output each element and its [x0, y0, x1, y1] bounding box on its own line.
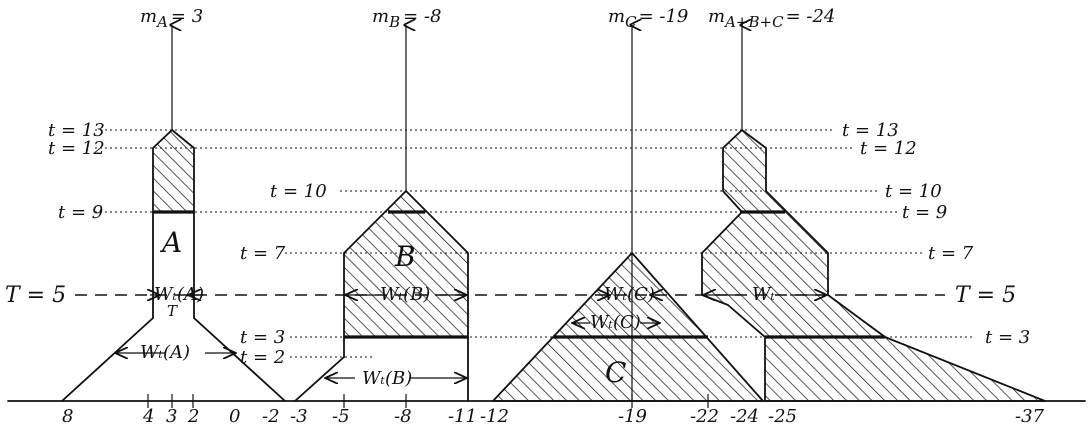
T5-left-label: T = 5: [5, 283, 66, 308]
tick-neg19: -19: [618, 406, 647, 427]
t2-left: t = 2: [240, 347, 285, 368]
tick-neg8: -8: [394, 406, 412, 427]
tree-C: [492, 25, 764, 402]
tick-4: 4: [142, 406, 154, 427]
tick-neg22: -22: [690, 406, 719, 427]
wt-B-label: Wₜ(B): [362, 368, 412, 389]
t7-left: t = 7: [240, 243, 286, 264]
wt-C-label: Wₜ(C): [590, 312, 641, 333]
tick-neg25: -25: [768, 406, 797, 427]
wT-B-label: Wₜ(B): [380, 284, 430, 305]
t9-right: t = 9: [902, 202, 947, 223]
tree-B: [294, 25, 469, 402]
tick-8: 8: [62, 406, 73, 427]
tick-0: 0: [229, 406, 240, 427]
axis-tick-marks: [147, 394, 709, 408]
wT-ABC-label: Wₜ: [752, 284, 776, 305]
tick-3: 3: [166, 406, 177, 427]
tick-neg3: -3: [290, 406, 308, 427]
t3-left: t = 3: [240, 327, 285, 348]
tree-A-hatched-top: [152, 129, 195, 213]
t7-right: t = 7: [928, 243, 974, 264]
mC-label: mC = -19: [608, 6, 688, 31]
mABC-label: mA+B+C = -24: [708, 6, 835, 31]
tree-B-letter: B: [394, 240, 416, 273]
tick-neg5: -5: [332, 406, 350, 427]
tree-ABC-hatched: [701, 129, 1046, 402]
t10-left: t = 10: [270, 181, 327, 202]
tree-C-letter: C: [605, 356, 626, 389]
tree-A-letter: A: [159, 226, 182, 259]
mB-label: mB = -8: [372, 6, 441, 31]
t3-right: t = 3: [985, 327, 1030, 348]
width-arrows: [115, 295, 827, 378]
t10-right: t = 10: [885, 181, 942, 202]
wT-C-label: Wₜ(C): [604, 284, 655, 305]
tick-2: 2: [187, 406, 199, 427]
T5-right-label: T = 5: [955, 283, 1016, 308]
t13-left: t = 13: [48, 120, 105, 141]
wT-A-label: Wₜ(A): [154, 284, 204, 305]
mA-label: mA = 3: [140, 6, 203, 31]
t13-right: t = 13: [842, 120, 899, 141]
tick-neg24: -24: [730, 406, 759, 427]
tree-ABC: [701, 25, 1046, 402]
t12-right: t = 12: [860, 138, 917, 159]
wT-A-sub: T: [167, 302, 178, 320]
wt-A-label: Wₜ(A): [140, 342, 190, 363]
tick-neg12: -12: [480, 406, 509, 427]
t9-left: t = 9: [58, 202, 103, 223]
tick-neg37: -37: [1015, 406, 1045, 427]
tick-neg11: -11: [448, 406, 477, 427]
t12-left: t = 12: [48, 138, 105, 159]
tree-C-hatched: [492, 252, 764, 402]
axis-tick-labels: 8 4 3 2 0 -2 -3 -5 -8 -11 -12 -19 -22 -2…: [62, 406, 1045, 427]
tick-neg2: -2: [262, 406, 280, 427]
